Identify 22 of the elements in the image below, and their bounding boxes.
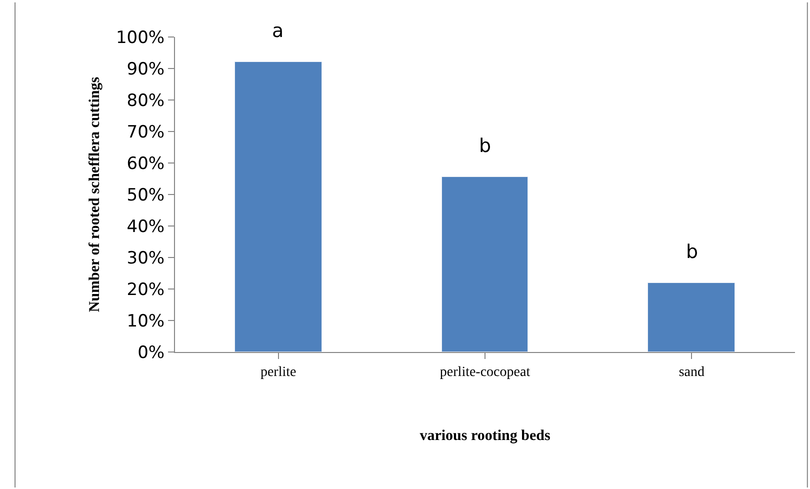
bar (648, 282, 735, 352)
x-tick-label: perlite-cocopeat (440, 364, 530, 380)
y-tick-label: 70% (126, 122, 165, 142)
y-tick-label: 20% (126, 280, 165, 300)
annotation: a (272, 20, 284, 42)
x-tick-label: sand (678, 364, 705, 380)
annotation: b (686, 241, 698, 263)
bar (234, 62, 322, 352)
y-tick-label: 30% (126, 248, 165, 268)
y-tick-label: 0% (138, 342, 165, 363)
y-tick-label: 40% (126, 216, 165, 237)
y-tick-label: 60% (126, 154, 165, 174)
y-tick-label: 50% (126, 185, 165, 206)
y-tick-label: 90% (126, 59, 165, 80)
x-axis-title: various rooting beds (420, 428, 550, 444)
x-tick-label: perlite (260, 364, 296, 380)
y-tick-label: 100% (116, 28, 165, 48)
y-tick-label: 10% (126, 311, 165, 332)
bar (442, 176, 528, 352)
annotation: b (479, 135, 492, 157)
y-tick-label: 80% (126, 90, 165, 111)
y-axis-title: Number of rooted schefflera cuttings (87, 76, 104, 312)
